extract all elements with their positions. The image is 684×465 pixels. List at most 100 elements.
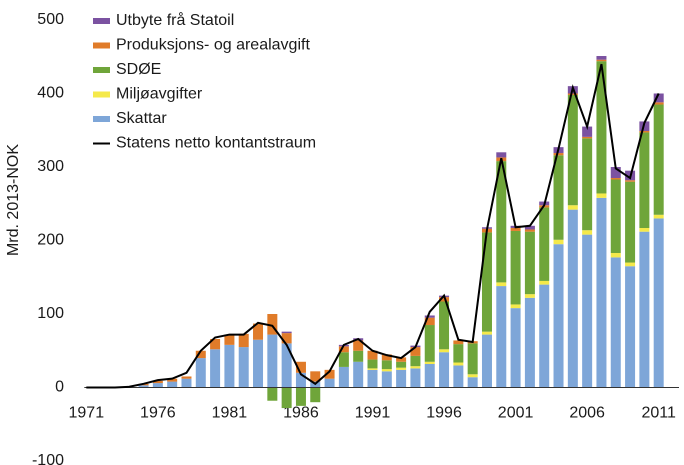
bar-segment (281, 333, 292, 344)
x-tick-label: 1991 (355, 405, 391, 422)
bar-segment (338, 346, 349, 353)
bar-segment (496, 282, 507, 287)
x-tick-label: 1976 (140, 405, 176, 422)
bar-segment (238, 347, 249, 388)
bar-segment (439, 352, 450, 388)
bar-segment (510, 230, 521, 305)
bar-segment (295, 361, 306, 373)
bar-segment (396, 369, 407, 388)
bar-segment (653, 102, 664, 105)
bar-segment (596, 197, 607, 388)
bar-segment (582, 230, 593, 235)
bar-segment (625, 180, 636, 182)
bar-segment (510, 304, 521, 309)
bar-segment (582, 138, 593, 231)
bar-segment (367, 369, 378, 388)
bar-segment (353, 340, 364, 351)
x-tick-label: 1986 (283, 405, 319, 422)
bar-segment (653, 214, 664, 219)
bar-segment (210, 349, 221, 388)
bar-segment (295, 387, 306, 406)
bar-segment (539, 207, 550, 281)
bar-segment (510, 228, 521, 231)
bar-segment (281, 387, 292, 409)
bar-segment (195, 358, 206, 388)
bar-segment (524, 225, 535, 230)
bar-segment (439, 349, 450, 353)
bar-segment (396, 357, 407, 362)
bar-segment (295, 372, 306, 388)
bar-segment (410, 355, 421, 367)
bar-segment (467, 377, 478, 388)
y-tick-label: 0 (55, 379, 64, 396)
bar-segment (539, 280, 550, 285)
bar-segment (453, 365, 464, 388)
bar-segment (267, 314, 278, 335)
bar-segment (539, 284, 550, 388)
bar-segment (496, 152, 507, 158)
bar-segment (281, 343, 292, 388)
bar-segment (338, 366, 349, 388)
bar-segment (453, 362, 464, 366)
bar-segment (596, 193, 607, 198)
legend-label: Miljøavgifter (116, 86, 203, 103)
legend-swatch (93, 67, 110, 73)
legend-swatch (93, 91, 110, 98)
bar-segment (524, 229, 535, 232)
legend-swatch (93, 116, 110, 122)
bar-segment (195, 350, 206, 359)
bar-segment (410, 347, 421, 356)
bar-segment (653, 93, 664, 103)
x-tick-label: 2001 (498, 405, 534, 422)
bar-segment (582, 126, 593, 137)
bar-segment (367, 368, 378, 370)
legend-label: Skattar (116, 110, 167, 127)
y-tick-label: 200 (37, 232, 64, 249)
bar-segment (381, 369, 392, 372)
bar-segment (410, 368, 421, 388)
bar-segment (582, 136, 593, 139)
bar-segment (567, 205, 578, 210)
bar-segment (381, 354, 392, 361)
bar-segment (610, 167, 621, 179)
bar-segment (553, 244, 564, 388)
bar-segment (281, 331, 292, 334)
bar-segment (210, 338, 221, 350)
net-line (86, 63, 660, 389)
bar-segment (152, 383, 163, 388)
bar-segment (181, 376, 192, 379)
bar-segment (610, 252, 621, 258)
bar-segment (610, 257, 621, 388)
bar-segment (167, 378, 178, 382)
bar-segment (582, 234, 593, 388)
y-axis-label: Mrd. 2013-NOK (5, 144, 22, 256)
bar-segment (524, 297, 535, 388)
bar-segment (267, 387, 278, 401)
bar-segment (253, 323, 264, 340)
y-tick-label: -100 (32, 452, 64, 465)
bar-segment (353, 361, 364, 388)
bar-segment (424, 315, 435, 318)
bar-segment (596, 61, 607, 194)
bar-segment (253, 339, 264, 388)
y-tick-label: 400 (37, 85, 64, 102)
bar-segment (610, 179, 621, 253)
bar-segment (310, 387, 321, 403)
bar-segment (610, 178, 621, 180)
legend-label: Utbyte frå Statoil (116, 11, 234, 29)
bar-segment (381, 360, 392, 370)
bar-segment (396, 367, 407, 370)
bar-segment (238, 333, 249, 348)
bar-segment (424, 361, 435, 364)
bar-segment (653, 104, 664, 215)
bar-segment (467, 343, 478, 375)
bar-segment (481, 331, 492, 335)
bar-segment (424, 317, 435, 326)
bar-segment (424, 363, 435, 388)
bar-segment (324, 378, 335, 388)
bar-segment (353, 350, 364, 362)
legend-label: Statens netto kontantstraum (116, 135, 316, 152)
bar-segment (224, 334, 235, 345)
bar-segment (367, 350, 378, 360)
bar-segment (625, 266, 636, 388)
